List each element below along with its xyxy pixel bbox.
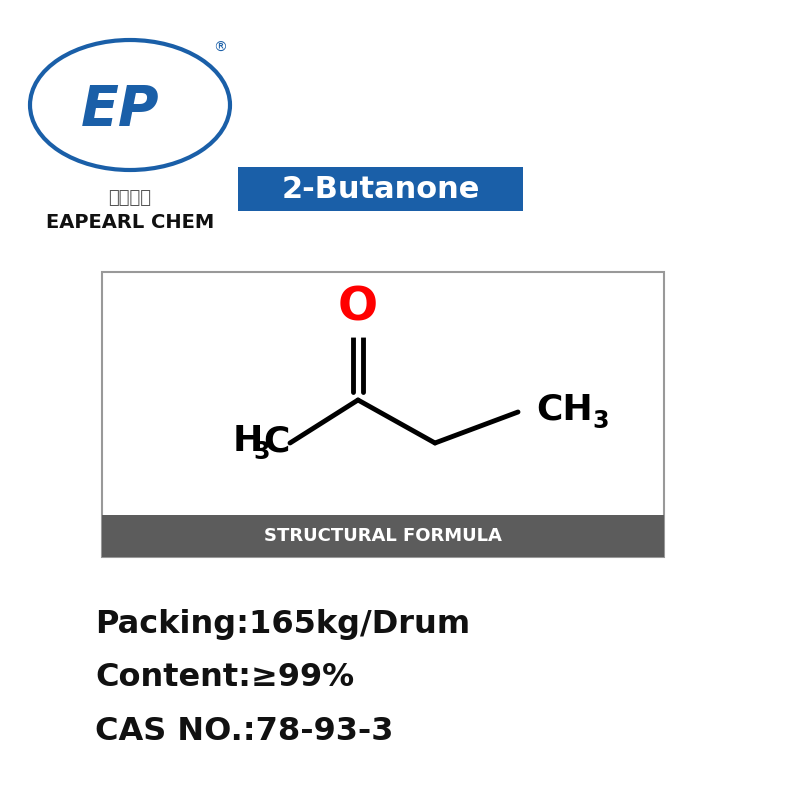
Text: Packing:165kg/Drum: Packing:165kg/Drum <box>95 610 470 641</box>
FancyBboxPatch shape <box>102 515 664 557</box>
Text: 3: 3 <box>254 440 270 464</box>
Text: O: O <box>338 286 378 330</box>
Text: H: H <box>233 424 263 458</box>
FancyBboxPatch shape <box>238 167 523 211</box>
Text: Content:≥99%: Content:≥99% <box>95 662 354 694</box>
Text: CAS NO.:78-93-3: CAS NO.:78-93-3 <box>95 715 394 746</box>
Text: EAPEARL CHEM: EAPEARL CHEM <box>46 213 214 231</box>
FancyBboxPatch shape <box>102 272 664 557</box>
Ellipse shape <box>30 40 230 170</box>
Text: STRUCTURAL FORMULA: STRUCTURAL FORMULA <box>264 527 502 545</box>
Text: 2-Butanone: 2-Butanone <box>282 174 480 203</box>
Text: ®: ® <box>213 41 227 55</box>
Text: C: C <box>263 424 289 458</box>
Text: CH: CH <box>536 393 593 427</box>
Text: EP: EP <box>81 83 159 137</box>
Text: 3: 3 <box>592 409 609 433</box>
Text: 易普化工: 易普化工 <box>109 189 151 207</box>
